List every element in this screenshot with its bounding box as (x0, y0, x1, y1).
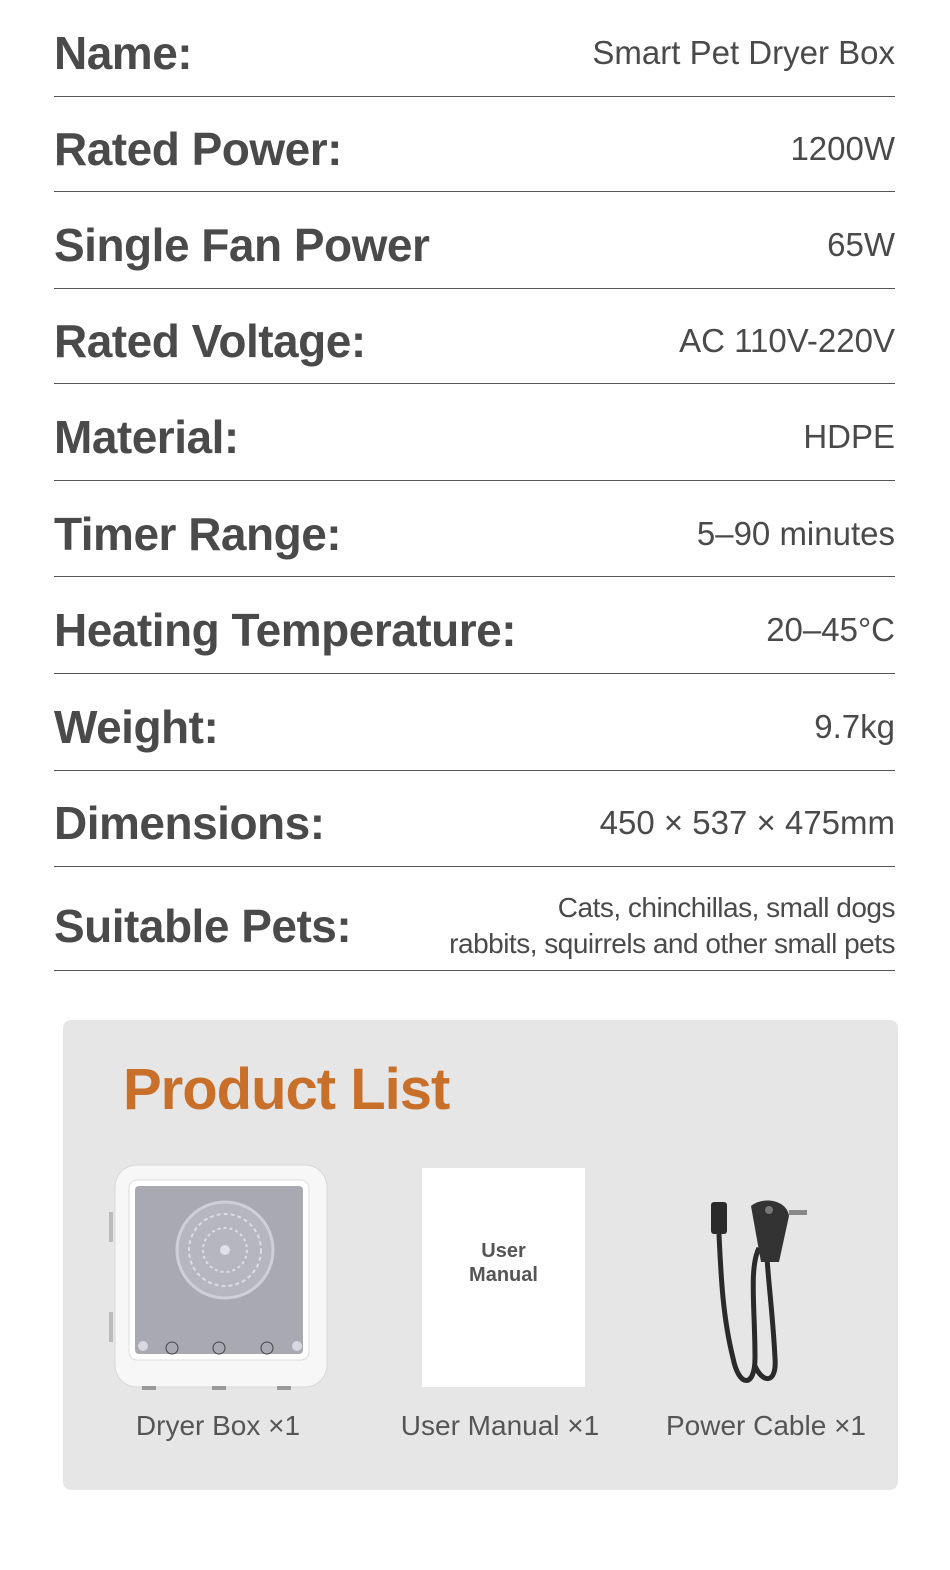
spec-value-line: Cats, chinchillas, small dogs (557, 892, 896, 923)
spec-label: Rated Power: (54, 122, 342, 175)
spec-value: 450 × 537 × 475mm (599, 804, 895, 841)
spec-row-suitable-pets: Suitable Pets: Cats, chinchillas, small … (54, 882, 895, 971)
spec-row-dimensions: Dimensions: 450 × 537 × 475mm (54, 780, 895, 867)
spec-row-fan-power: Single Fan Power 65W (54, 202, 895, 289)
spec-label: Suitable Pets: (54, 900, 352, 952)
user-manual-image: User Manual (422, 1168, 585, 1387)
product-item-label: Dryer Box ×1 (135, 1410, 301, 1441)
spec-value: Smart Pet Dryer Box (592, 34, 895, 71)
spec-row-voltage: Rated Voltage: AC 110V-220V (54, 298, 895, 384)
spec-label: Weight: (54, 701, 219, 753)
spec-label: Rated Voltage: (54, 314, 366, 367)
spec-value: 5–90 minutes (696, 514, 895, 552)
spec-label: Timer Range: (54, 507, 342, 560)
spec-value: 65W (827, 226, 895, 263)
spec-row-rated-power: Rated Power: 1200W (54, 106, 895, 192)
spec-label: Dimensions: (54, 797, 325, 849)
spec-value: AC 110V-220V (679, 321, 895, 359)
spec-value: 20–45°C (766, 611, 895, 648)
product-item-label: Power Cable ×1 (665, 1410, 867, 1441)
dryer-box-image (109, 1164, 328, 1390)
spec-label: Name: (54, 27, 193, 79)
manual-cover-text: User Manual (469, 1239, 538, 1286)
spec-value-line: rabbits, squirrels and other small pets (449, 928, 895, 959)
spec-row-temperature: Heating Temperature: 20–45°C (54, 587, 895, 674)
spec-value: 1200W (790, 129, 895, 167)
spec-value: HDPE (803, 418, 895, 455)
spec-row-name: Name: Smart Pet Dryer Box (54, 10, 895, 97)
spec-row-material: Material: HDPE (54, 394, 895, 481)
spec-value: Cats, chinchillas, small dogs rabbits, s… (449, 890, 895, 962)
spec-label: Material: (54, 411, 239, 463)
product-list-panel: Product List User Manual Dryer Box ×1 Us… (63, 1020, 898, 1490)
product-list-title: Product List (123, 1057, 450, 1122)
spec-row-weight: Weight: 9.7kg (54, 684, 895, 771)
power-cable-image (711, 1200, 807, 1383)
product-item-label: User Manual ×1 (400, 1410, 600, 1441)
spec-value: 9.7kg (814, 708, 895, 745)
spec-label: Single Fan Power (54, 219, 430, 271)
spec-row-timer: Timer Range: 5–90 minutes (54, 491, 895, 577)
spec-label: Heating Temperature: (54, 604, 517, 656)
